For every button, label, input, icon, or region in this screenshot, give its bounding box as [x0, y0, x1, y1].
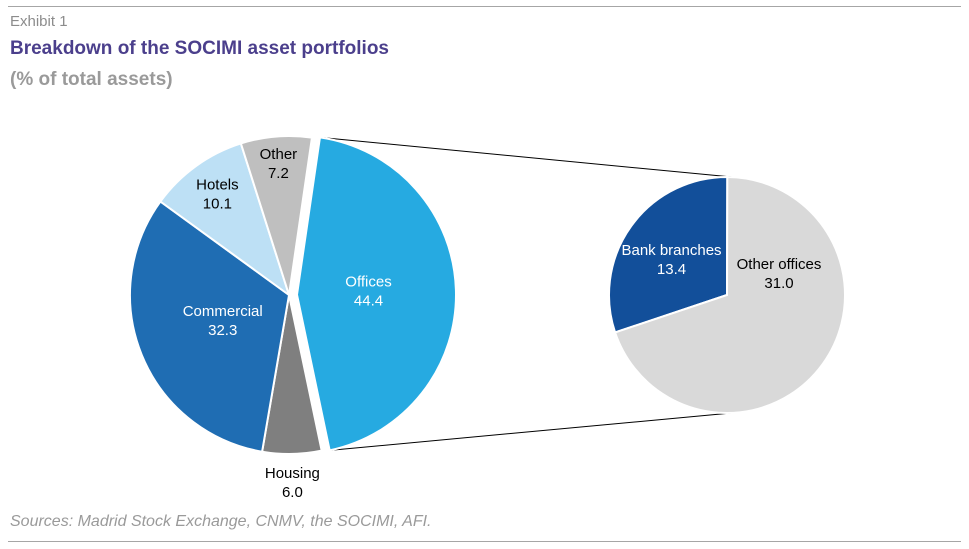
chart-subtitle: (% of total assets)	[10, 69, 173, 90]
top-rule	[8, 6, 961, 7]
slice-hotels	[159, 142, 291, 298]
label-other-offices: Other offices 31.0	[737, 256, 822, 292]
connector-lines	[319, 136, 744, 451]
source-note: Sources: Madrid Stock Exchange, CNMV, th…	[10, 513, 432, 530]
main-pie	[129, 135, 457, 455]
label-offices: Offices 44.4	[345, 274, 391, 310]
bottom-rule	[8, 541, 961, 542]
label-other: Other 7.2	[260, 146, 298, 182]
label-bank-branches: Bank branches 13.4	[621, 242, 721, 278]
label-hotels: Hotels 10.1	[196, 177, 239, 213]
breakdown-pie	[608, 175, 846, 414]
connector-line-bottom	[329, 411, 744, 451]
slice-labels: Offices 44.4 Housing 6.0 Commercial 32.3 Hotel…	[183, 146, 822, 501]
slice-offices	[295, 136, 457, 452]
slice-other	[239, 135, 314, 296]
label-commercial: Commercial 32.3	[183, 303, 263, 339]
slice-commercial	[129, 200, 291, 453]
connector-line-top	[319, 136, 734, 178]
chart-title: Breakdown of the SOCIMI asset portfolios	[10, 38, 389, 59]
label-housing: Housing 6.0	[265, 465, 320, 501]
exhibit-label: Exhibit 1	[10, 13, 68, 30]
slice-other-offices	[613, 175, 846, 414]
slice-bank-branches	[608, 175, 729, 334]
